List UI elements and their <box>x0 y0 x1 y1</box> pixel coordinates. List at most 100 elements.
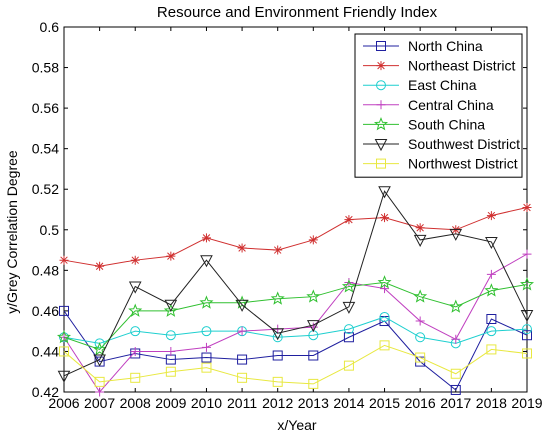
x-tick-label: 2013 <box>298 395 329 411</box>
legend-label: Northeast District <box>408 58 515 74</box>
northeast-district-point <box>308 235 318 245</box>
north-china-point <box>201 352 212 363</box>
southwest-district-point <box>200 255 213 268</box>
central-china-point <box>201 342 211 352</box>
central-china-point <box>166 346 176 356</box>
legend-item-central-china: Central China <box>363 97 494 113</box>
legend-box <box>354 33 523 178</box>
legend-item-south-china: South China <box>363 116 485 132</box>
y-axis-label: y/Grey Correlation Degree <box>4 150 20 314</box>
central-china-point <box>522 249 532 259</box>
y-tick-label: 0.48 <box>32 262 59 278</box>
north-china-point <box>59 305 69 316</box>
east-china-point <box>522 324 532 335</box>
southwest-district-point <box>235 299 249 312</box>
northeast-district-point <box>237 243 247 253</box>
legend-item-southwest-district: Southwest District <box>363 136 520 152</box>
southwest-district-point <box>271 328 285 341</box>
legend-item-north-china: North China <box>363 38 483 54</box>
central-china-point <box>130 346 140 356</box>
east-china-point <box>415 332 426 343</box>
central-china-point <box>237 326 247 336</box>
southwest-district-point <box>164 299 178 312</box>
northwest-district-point <box>415 352 426 363</box>
south-china-point <box>128 303 143 317</box>
northwest-district-point <box>237 372 248 383</box>
legend-east-china-point <box>376 80 386 91</box>
y-tick-label: 0.5 <box>40 222 60 238</box>
southwest-district-point <box>306 320 320 333</box>
north-china-line <box>63 310 528 391</box>
y-tick-label: 0.56 <box>32 100 59 116</box>
northwest-district-point <box>308 378 319 389</box>
south-china-point <box>448 299 463 313</box>
southwest-district-point <box>485 236 498 250</box>
north-china-point <box>486 314 497 324</box>
legend-item-northeast-district: Northeast District <box>363 58 515 74</box>
series-south-china <box>56 275 535 356</box>
northwest-district-point <box>94 376 105 387</box>
northeast-district-point <box>344 215 354 225</box>
south-china-point <box>270 291 285 305</box>
central-china-point <box>95 387 105 397</box>
north-china-point <box>272 350 283 361</box>
legend-central-china-point <box>376 100 386 110</box>
northwest-district-point <box>130 372 141 383</box>
x-tick-label: 2014 <box>333 395 364 411</box>
x-tick-label: 2018 <box>476 395 507 411</box>
southwest-district-line <box>63 190 528 377</box>
y-tick-label: 0.42 <box>32 384 59 400</box>
south-china-point <box>199 295 214 309</box>
legend-northeast-district-point <box>376 61 386 71</box>
northeast-district-point <box>522 202 532 212</box>
southwest-district-point <box>128 281 142 294</box>
east-china-point <box>201 326 212 337</box>
east-china-point <box>165 330 176 341</box>
east-china-point <box>343 324 354 335</box>
southwest-district-point <box>449 228 463 241</box>
x-tick-label: 2010 <box>191 395 222 411</box>
x-tick-label: 2006 <box>48 395 79 411</box>
south-china-point <box>341 279 356 293</box>
central-china-point <box>451 334 461 344</box>
legend: North China Northeast District East China C… <box>354 33 523 178</box>
northwest-district-point <box>379 340 390 351</box>
central-china-line <box>63 253 528 393</box>
south-china-point <box>306 289 321 303</box>
northeast-district-point <box>130 255 140 265</box>
northeast-district-point <box>415 223 425 233</box>
legend-label: Northwest District <box>408 156 518 172</box>
x-axis-label: x/Year <box>277 417 317 433</box>
northwest-district-point <box>343 360 354 371</box>
south-china-point <box>56 329 72 344</box>
south-china-point <box>484 283 499 297</box>
x-tick-label: 2009 <box>155 395 186 411</box>
east-china-point <box>94 338 105 349</box>
central-china-point <box>486 269 496 279</box>
east-china-point <box>130 326 141 337</box>
x-tick-label: 2016 <box>405 395 436 411</box>
northwest-district-point <box>522 348 532 359</box>
legend-label: Southwest District <box>408 136 520 152</box>
east-china-point <box>486 326 497 337</box>
series-northwest-district <box>59 340 532 389</box>
legend-south-china-point <box>373 117 389 131</box>
north-china-point <box>237 354 248 365</box>
south-china-point <box>413 289 428 303</box>
northwest-district-point <box>201 362 212 373</box>
series-southwest-district <box>57 186 534 383</box>
legend-item-east-china: East China <box>363 77 477 93</box>
y-tick-label: 0.54 <box>32 141 59 157</box>
northeast-district-point <box>95 261 105 271</box>
y-tick-label: 0.44 <box>32 343 59 359</box>
northeast-district-point <box>59 255 69 265</box>
x-tick-label: 2019 <box>511 395 542 411</box>
south-china-point <box>377 275 392 289</box>
legend-label: South China <box>408 116 485 132</box>
northwest-district-point <box>272 376 283 387</box>
north-china-point <box>450 384 461 395</box>
southwest-district-point <box>413 234 427 247</box>
northwest-district-point <box>165 366 176 377</box>
y-tick-label: 0.58 <box>32 60 59 76</box>
